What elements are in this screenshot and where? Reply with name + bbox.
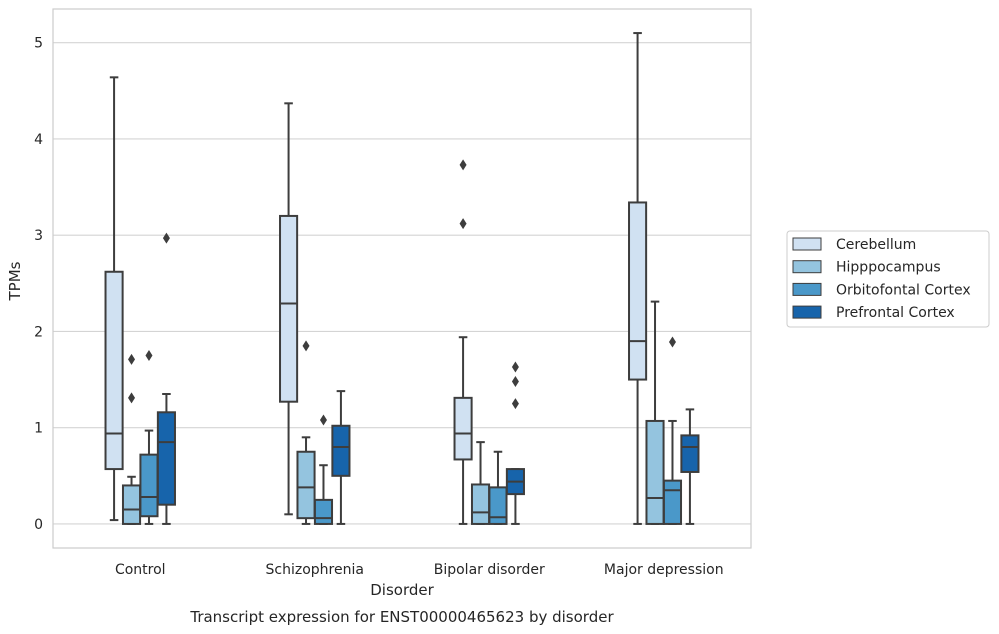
- chart-title: Transcript expression for ENST0000046562…: [189, 608, 614, 626]
- outlier-marker: [511, 361, 519, 373]
- legend-swatch: [792, 260, 822, 274]
- box-group: [331, 390, 351, 525]
- outlier-marker: [128, 353, 136, 365]
- box: [470, 483, 491, 525]
- x-tick-labels: Control Schizophrenia Bipolar disorder Majo…: [115, 562, 724, 578]
- x-tick-label: Major depression: [604, 562, 724, 578]
- box: [453, 396, 473, 461]
- box-group: [505, 361, 525, 525]
- box: [296, 450, 316, 520]
- box-group: [104, 76, 124, 522]
- y-tick-label: 0: [34, 517, 43, 533]
- box-group: [313, 414, 334, 525]
- x-axis-label: Disorder: [370, 581, 434, 599]
- outlier-marker: [319, 414, 327, 426]
- legend-label: Hipppocampus: [836, 260, 941, 276]
- legend-swatch: [792, 305, 822, 319]
- box-group: [279, 102, 299, 516]
- legend: Cerebellum Hipppocampus Orbitofontal Corte…: [786, 230, 990, 328]
- box-group: [453, 159, 473, 525]
- box: [313, 498, 334, 525]
- outlier-marker: [128, 392, 136, 404]
- box-group: [628, 32, 648, 525]
- plot-boxes: [104, 32, 700, 525]
- box: [645, 419, 665, 525]
- outlier-marker: [511, 375, 519, 387]
- box: [156, 411, 176, 506]
- plot-frame: [52, 8, 752, 549]
- box-group: [121, 353, 142, 525]
- box: [121, 484, 142, 525]
- box: [139, 453, 159, 518]
- x-tick-label: Bipolar disorder: [434, 562, 545, 578]
- box: [279, 214, 299, 403]
- legend-swatch: [792, 237, 822, 251]
- legend-label: Cerebellum: [836, 237, 916, 253]
- y-tick-label: 1: [34, 421, 43, 437]
- box-group: [470, 441, 491, 525]
- legend-swatch: [792, 282, 822, 296]
- x-tick-label: Schizophrenia: [266, 562, 364, 578]
- y-axis-label: TPMs: [6, 261, 24, 301]
- outlier-marker: [511, 398, 519, 410]
- box-group: [296, 340, 316, 525]
- outlier-marker: [162, 232, 170, 244]
- box-group: [139, 350, 159, 525]
- x-tick-label: Control: [115, 562, 166, 578]
- outlier-marker: [668, 336, 676, 348]
- y-tick-label: 2: [34, 324, 43, 340]
- y-tick-label: 4: [34, 132, 43, 148]
- box-group: [156, 232, 176, 525]
- legend-label: Prefrontal Cortex: [836, 305, 955, 321]
- legend-label: Orbitofontal Cortex: [836, 282, 971, 298]
- box-group: [645, 300, 665, 525]
- box-group: [662, 336, 683, 525]
- y-tick-label: 3: [34, 228, 43, 244]
- box: [662, 479, 683, 525]
- box: [104, 270, 124, 471]
- box: [331, 424, 351, 477]
- box: [488, 486, 508, 525]
- box: [628, 201, 648, 381]
- outlier-marker: [302, 340, 310, 352]
- box-group: [680, 408, 700, 525]
- box: [680, 434, 700, 473]
- y-tick-label: 5: [34, 36, 43, 52]
- outlier-marker: [459, 218, 467, 230]
- y-tick-labels: 0 1 2 3 4 5: [34, 36, 43, 533]
- outlier-marker: [145, 350, 153, 361]
- outlier-marker: [459, 159, 467, 171]
- box-group: [488, 450, 508, 525]
- legend-frame: [786, 230, 990, 328]
